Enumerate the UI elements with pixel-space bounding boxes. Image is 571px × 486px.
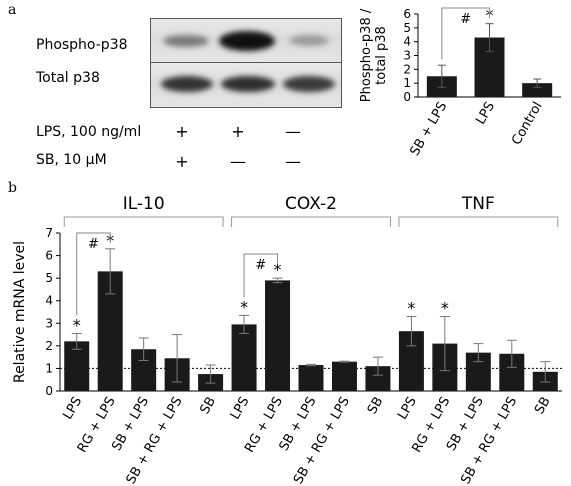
lps-mark-2: + xyxy=(231,122,245,141)
chart-b-y-tick-label: 7 xyxy=(45,226,53,240)
chart-b-bar xyxy=(265,280,291,391)
chart-a-y-tick-label: 4 xyxy=(403,35,411,49)
chart-b-star-annotation: * xyxy=(73,315,81,334)
blot-image-phospho xyxy=(150,18,342,64)
total-band-1 xyxy=(161,76,213,92)
chart-a-y-tick-label: 5 xyxy=(403,21,411,35)
chart-a-y-tick-label: 3 xyxy=(403,49,411,63)
chart-a-y-tick-label: 0 xyxy=(403,90,411,104)
chart-b-star-annotation: * xyxy=(441,299,449,318)
chart-b-y-tick-label: 0 xyxy=(45,384,53,398)
chart-b-bar xyxy=(231,324,257,391)
chart-a-y-axis-label-line2: total p38 xyxy=(374,26,389,85)
chart-b-group-bracket xyxy=(398,216,559,227)
chart-a-y-tick-label: 1 xyxy=(403,76,411,90)
chart-b-star-annotation: * xyxy=(407,299,415,318)
sb-mark-2: — xyxy=(230,152,246,171)
chart-b-x-tick-label: LPS xyxy=(61,395,86,423)
chart-b-hash-annotation: # xyxy=(88,237,99,252)
chart-b-x-tick-label: SB xyxy=(532,395,554,417)
chart-b-x-tick-label: LPS xyxy=(395,395,420,423)
chart-b-y-tick-label: 3 xyxy=(45,316,53,330)
chart-a-x-tick-label: SB + LPS xyxy=(407,100,450,159)
total-band-2 xyxy=(221,76,275,92)
chart-b-x-tick-label: LPS xyxy=(228,395,253,423)
phospho-band-2 xyxy=(219,31,275,51)
chart-a-hash-annotation: # xyxy=(460,12,471,27)
chart-b-bar xyxy=(298,365,324,391)
chart-b-y-tick-label: 4 xyxy=(45,294,53,308)
chart-b-star-annotation: * xyxy=(240,297,248,316)
chart-b-star-annotation: * xyxy=(274,260,282,279)
chart-b-y-tick-label: 6 xyxy=(45,249,53,263)
chart-b-group-label: IL-10 xyxy=(123,194,165,214)
chart-a-bar xyxy=(522,83,553,97)
lps-mark-3: — xyxy=(285,122,301,141)
chart-b-x-tick-label: SB xyxy=(197,395,219,417)
chart-b-significance-bracket xyxy=(243,253,279,298)
chart-a-x-tick-label: Control xyxy=(509,100,545,148)
sb-mark-3: — xyxy=(285,152,301,171)
chart-b-group-bracket xyxy=(231,216,391,227)
blot-image-total xyxy=(150,62,342,108)
chart-b-significance-bracket xyxy=(76,232,111,316)
chart-b-group-label: COX-2 xyxy=(285,194,337,214)
panel-a-letter: a xyxy=(8,2,17,18)
chart-a-y-axis-label-line1: Phospho-p38 / xyxy=(359,8,374,102)
chart-b-x-tick-label: SB xyxy=(365,395,387,417)
chart-b-y-axis-label: Relative mRNA level xyxy=(12,241,28,383)
blot-row-label-phospho: Phospho-p38 xyxy=(36,37,128,53)
chart-b-bar xyxy=(331,361,357,391)
treatment-label-lps: LPS, 100 ng/ml xyxy=(36,124,142,140)
total-band-3 xyxy=(283,76,335,92)
phospho-band-1 xyxy=(163,35,209,47)
chart-b-y-tick-label: 2 xyxy=(45,339,53,353)
lps-mark-1: + xyxy=(175,122,189,141)
chart-b-group-bracket xyxy=(63,216,224,227)
chart-a-y-tick-label: 6 xyxy=(403,7,411,21)
phospho-band-3 xyxy=(289,35,329,46)
chart-b-hash-annotation: # xyxy=(255,258,266,273)
chart-b-y-tick-label: 5 xyxy=(45,271,53,285)
blot-row-label-total: Total p38 xyxy=(36,70,100,86)
chart-b-group-label: TNF xyxy=(461,194,495,214)
panel-b-letter: b xyxy=(8,180,17,196)
chart-a-y-tick-label: 2 xyxy=(403,62,411,76)
chart-a-x-tick-label: LPS xyxy=(473,100,498,128)
sb-mark-1: + xyxy=(175,152,189,171)
chart-b-y-tick-label: 1 xyxy=(45,361,53,375)
treatment-label-sb: SB, 10 μM xyxy=(36,152,107,168)
chart-a-significance-bracket xyxy=(441,7,490,60)
